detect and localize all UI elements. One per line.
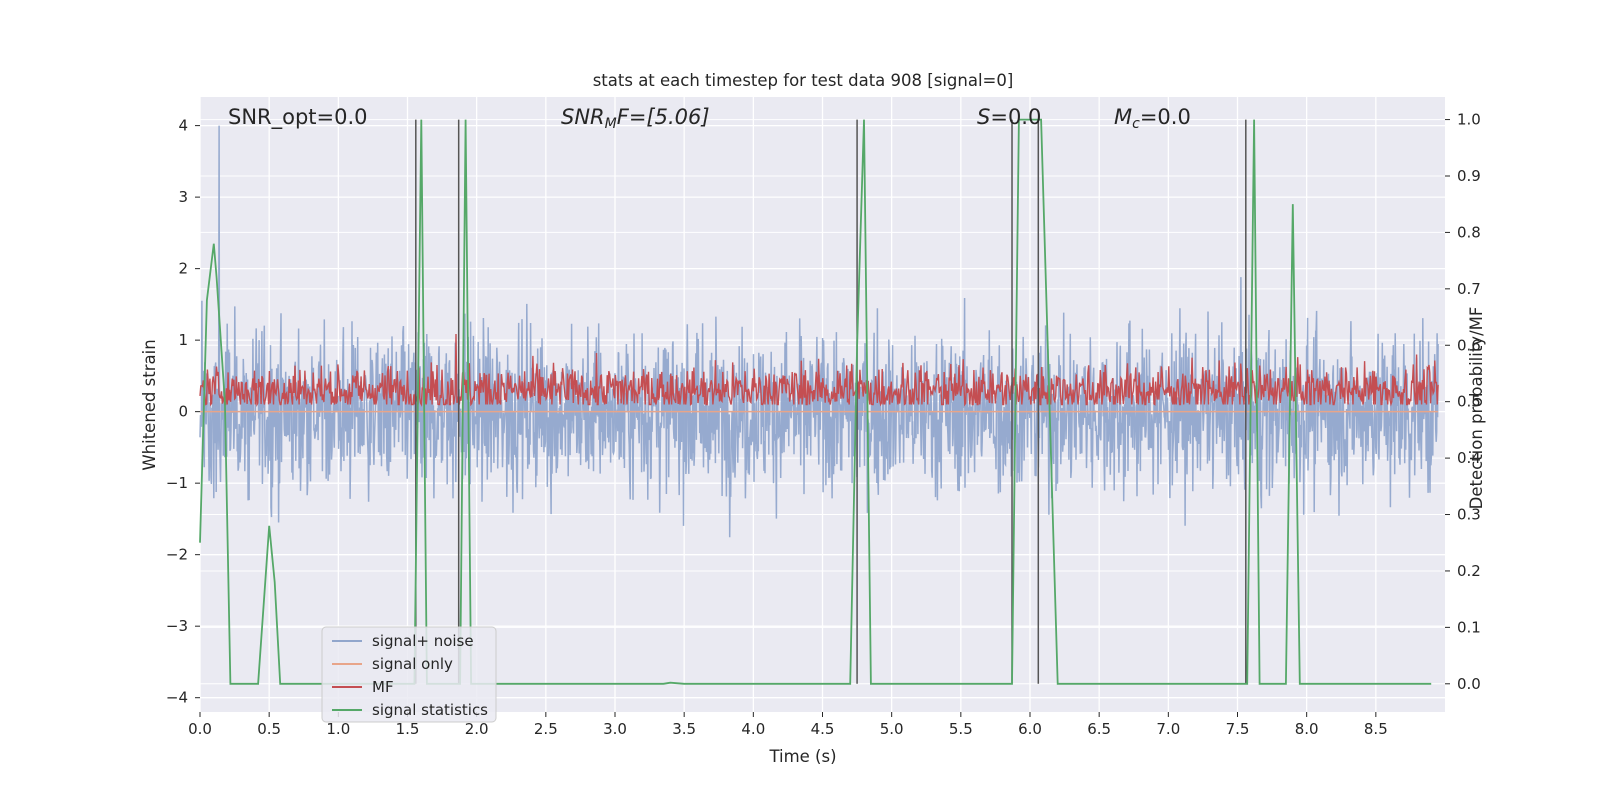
y-tick-label: 3 [178, 188, 188, 206]
y-right-tick-label: 0.7 [1457, 280, 1481, 298]
legend-label: signal statistics [372, 701, 488, 719]
series-mf [199, 333, 1439, 407]
y-tick-label: −1 [166, 474, 188, 492]
y-tick-label: −2 [166, 546, 188, 564]
x-tick-label: 4.5 [811, 720, 835, 738]
legend-label: signal+ noise [372, 632, 474, 650]
x-tick-label: 8.5 [1364, 720, 1388, 738]
x-tick-label: 1.5 [396, 720, 420, 738]
chart-title: stats at each timestep for test data 908… [593, 71, 1014, 90]
snr-opt-annotation: SNR_opt=0.0 [228, 105, 368, 130]
x-tick-label: 7.0 [1156, 720, 1180, 738]
x-tick-label: 3.5 [672, 720, 696, 738]
x-tick-label: 3.0 [603, 720, 627, 738]
y-tick-label: −3 [166, 617, 188, 635]
y-tick-label: 0 [178, 403, 188, 421]
x-tick-label: 1.0 [326, 720, 350, 738]
x-axis-label: Time (s) [768, 747, 836, 766]
y-right-tick-label: 0.1 [1457, 618, 1481, 636]
y-right-tick-label: 0.8 [1457, 223, 1481, 241]
y-right-tick-label: 0.9 [1457, 167, 1481, 185]
x-tick-label: 5.5 [949, 720, 973, 738]
y-axis-left-ticks: 4 3 2 1 0 −1 −2 −3 −4 [166, 117, 200, 707]
signal-statistics-line [199, 118, 1432, 685]
x-tick-label: 5.0 [880, 720, 904, 738]
legend-item: signal statistics [332, 701, 488, 719]
x-axis-ticks: 0.0 0.5 1.0 1.5 2.0 2.5 3.0 3.5 4.0 4.5 5.0 5.5 6.0 6… [188, 712, 1388, 738]
series-signal-statistics [199, 118, 1432, 685]
y-axis-right-ticks: 1.0 0.9 0.8 0.7 0.6 0.5 0.4 0.3 0.2 0.1 0.0 [1445, 111, 1481, 693]
s-annotation: S=0.0 [977, 105, 1041, 129]
y-right-tick-label: 0.3 [1457, 506, 1481, 524]
x-tick-label: 6.0 [1018, 720, 1042, 738]
x-tick-label: 8.0 [1295, 720, 1319, 738]
y-axis-left-label: Whitened strain [140, 339, 159, 470]
y-right-tick-label: 0.2 [1457, 562, 1481, 580]
y-right-tick-label: 0.6 [1457, 336, 1481, 354]
x-tick-label: 0.5 [257, 720, 281, 738]
x-tick-label: 4.0 [741, 720, 765, 738]
y-tick-label: −4 [166, 689, 188, 707]
x-tick-label: 2.0 [465, 720, 489, 738]
x-tick-label: 7.5 [1226, 720, 1250, 738]
mc-annotation: Mc=0.0 [1114, 105, 1191, 132]
legend-item: signal+ noise [332, 632, 474, 650]
legend-label: signal only [372, 655, 453, 673]
mf-line [199, 333, 1439, 407]
y-right-tick-label: 0.5 [1457, 393, 1481, 411]
y-right-tick-label: 0.0 [1457, 675, 1481, 693]
y-right-tick-label: 1.0 [1457, 111, 1481, 129]
y-tick-label: 2 [178, 260, 188, 278]
snr-mf-annotation: SNRMF=[5.06] [561, 105, 710, 132]
x-tick-label: 0.0 [188, 720, 212, 738]
legend-item: MF [332, 678, 394, 696]
x-tick-label: 2.5 [534, 720, 558, 738]
series-signal-noise [199, 125, 1439, 538]
y-tick-label: 4 [178, 117, 188, 135]
y-right-tick-label: 0.4 [1457, 449, 1481, 467]
y-axis-right-label: Detection probability/MF [1467, 307, 1486, 510]
legend: signal+ noise signal only MF signal stat… [321, 626, 497, 723]
legend-item: signal only [332, 655, 453, 673]
noise-line [199, 125, 1439, 538]
legend-label: MF [372, 678, 394, 696]
y-tick-label: 1 [178, 331, 188, 349]
x-tick-label: 6.5 [1087, 720, 1111, 738]
